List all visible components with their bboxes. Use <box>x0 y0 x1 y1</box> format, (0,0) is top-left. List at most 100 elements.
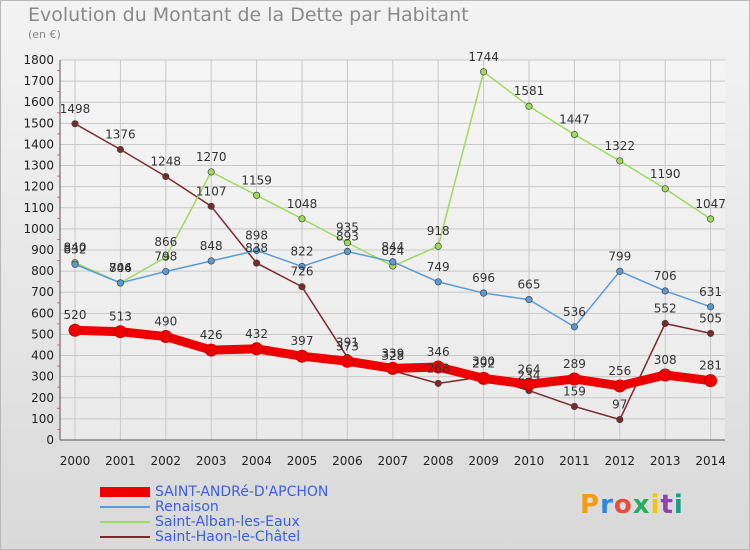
data-label: 339 <box>381 346 404 360</box>
data-point <box>616 267 624 275</box>
data-point <box>661 287 669 295</box>
y-tick-label: 400 <box>31 349 54 363</box>
data-point <box>522 377 536 391</box>
data-label: 373 <box>336 339 359 353</box>
x-tick-label: 2010 <box>514 454 545 468</box>
data-point <box>434 278 442 286</box>
data-label: 397 <box>291 334 314 348</box>
data-label: 1376 <box>105 128 136 142</box>
data-label: 838 <box>245 241 268 255</box>
data-point <box>253 259 261 267</box>
data-point <box>389 258 397 266</box>
logo-letter: t <box>660 490 674 520</box>
y-tick-label: 1800 <box>23 53 54 67</box>
data-point <box>250 342 264 356</box>
data-point <box>434 242 442 250</box>
data-point <box>480 68 488 76</box>
data-point <box>298 283 306 291</box>
data-label: 798 <box>154 250 177 264</box>
data-label: 1048 <box>287 197 318 211</box>
data-label: 328 <box>381 349 404 363</box>
data-point <box>616 157 624 165</box>
legend-swatch <box>100 521 150 523</box>
data-point <box>525 296 533 304</box>
data-label: 256 <box>608 364 631 378</box>
data-point <box>207 257 215 265</box>
data-label: 1447 <box>559 113 590 127</box>
data-point <box>116 145 124 154</box>
data-label: 536 <box>563 305 586 319</box>
chart-title: Evolution du Montant de la Dette par Hab… <box>28 4 469 26</box>
data-point <box>207 168 215 176</box>
data-point <box>480 289 488 297</box>
data-label: 866 <box>154 235 177 249</box>
data-point <box>570 130 578 139</box>
data-point <box>707 215 715 223</box>
data-point <box>431 360 445 374</box>
data-point <box>570 402 578 410</box>
data-label: 665 <box>518 278 541 292</box>
data-label: 918 <box>427 224 450 238</box>
data-label: 268 <box>427 361 450 375</box>
data-label: 1581 <box>514 84 545 98</box>
data-point <box>707 303 715 311</box>
data-point <box>159 330 173 344</box>
data-point <box>434 379 442 387</box>
data-label: 706 <box>654 269 677 283</box>
data-label: 893 <box>336 229 359 243</box>
y-tick-label: 900 <box>31 243 54 257</box>
y-tick-label: 800 <box>31 264 54 278</box>
data-point <box>386 361 400 375</box>
data-point <box>207 202 215 210</box>
data-point <box>204 343 218 357</box>
data-point <box>570 323 578 331</box>
data-label: 300 <box>472 355 495 369</box>
data-point <box>253 191 261 199</box>
legend-label: Renaison <box>155 499 219 515</box>
y-tick-label: 1300 <box>23 159 54 173</box>
x-tick-label: 2008 <box>423 454 454 468</box>
data-point <box>68 323 82 337</box>
data-point <box>343 239 351 247</box>
data-point <box>113 325 127 339</box>
legend-swatch <box>100 536 150 538</box>
data-label: 744 <box>109 261 132 275</box>
x-tick-label: 2004 <box>241 454 272 468</box>
data-point <box>162 253 170 261</box>
data-label: 848 <box>200 239 223 253</box>
y-tick-label: 1500 <box>23 116 54 130</box>
data-label: 749 <box>427 260 450 274</box>
y-tick-label: 1600 <box>23 95 54 109</box>
data-label: 308 <box>654 353 677 367</box>
data-label: 97 <box>612 398 627 412</box>
data-point <box>295 349 309 363</box>
logo-letter: i <box>650 490 661 520</box>
data-label: 832 <box>64 242 87 256</box>
data-label: 1498 <box>60 102 91 116</box>
legend-swatch <box>100 487 150 497</box>
data-label: 806 <box>109 261 132 275</box>
logo-letter: P <box>580 490 601 520</box>
x-tick-label: 2003 <box>196 454 227 468</box>
logo-letter: x <box>632 490 651 520</box>
data-point <box>162 267 170 276</box>
y-tick-label: 600 <box>31 306 54 320</box>
data-point <box>116 279 124 287</box>
data-label: 552 <box>654 301 677 315</box>
data-label: 1107 <box>196 184 227 198</box>
x-tick-label: 2013 <box>650 454 681 468</box>
logo-letter: o <box>613 490 633 520</box>
data-label: 631 <box>699 285 722 299</box>
data-label: 696 <box>472 271 495 285</box>
data-point <box>298 215 306 223</box>
data-label: 1248 <box>151 155 182 169</box>
data-label: 505 <box>699 311 722 325</box>
data-point <box>340 354 354 368</box>
data-point <box>704 374 718 388</box>
legend-label: Saint-Haon-le-Châtel <box>155 529 301 545</box>
data-point <box>613 379 627 393</box>
x-tick-label: 2014 <box>695 454 726 468</box>
data-label: 264 <box>518 362 541 376</box>
data-label: 1322 <box>605 139 636 153</box>
